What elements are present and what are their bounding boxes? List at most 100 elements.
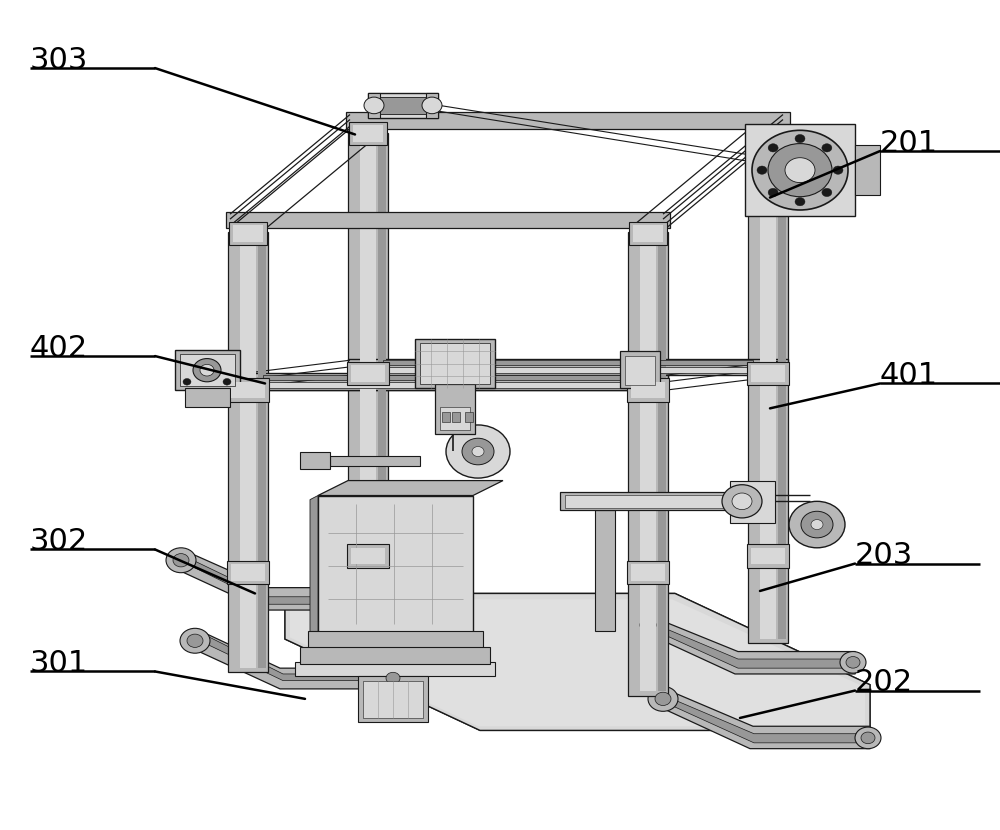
Circle shape	[422, 97, 442, 114]
Bar	[303, 656, 488, 674]
Circle shape	[801, 511, 833, 538]
Polygon shape	[652, 625, 850, 668]
Bar	[263, 382, 633, 388]
Bar	[360, 137, 376, 613]
Circle shape	[840, 652, 866, 673]
Bar	[348, 359, 788, 375]
Circle shape	[366, 588, 392, 610]
Text: 402: 402	[30, 334, 88, 363]
Circle shape	[768, 144, 832, 197]
Bar	[358, 676, 428, 722]
Circle shape	[187, 634, 203, 647]
Text: 303: 303	[30, 46, 88, 75]
Bar	[855, 145, 880, 195]
Bar	[351, 548, 385, 564]
Polygon shape	[188, 560, 376, 604]
Bar	[383, 360, 753, 365]
Bar	[175, 350, 240, 390]
Bar	[349, 122, 387, 145]
Bar	[415, 339, 495, 388]
Polygon shape	[175, 549, 385, 610]
Polygon shape	[346, 112, 790, 129]
Circle shape	[364, 97, 384, 114]
Bar	[229, 222, 267, 245]
Bar	[625, 356, 655, 385]
Circle shape	[648, 686, 678, 711]
Text: 401: 401	[880, 361, 938, 390]
Polygon shape	[290, 599, 865, 726]
Bar	[300, 452, 330, 469]
Bar	[748, 139, 788, 643]
Bar	[426, 93, 438, 118]
Polygon shape	[285, 593, 870, 730]
Circle shape	[372, 593, 386, 605]
Circle shape	[795, 134, 805, 143]
Bar	[627, 378, 669, 402]
Bar	[378, 137, 386, 613]
Circle shape	[846, 657, 860, 668]
Bar	[231, 382, 265, 398]
Circle shape	[200, 364, 214, 376]
Bar	[778, 144, 786, 639]
Bar	[745, 124, 855, 216]
Bar	[747, 544, 789, 568]
Bar	[300, 647, 490, 664]
Bar	[620, 351, 660, 388]
Circle shape	[785, 158, 815, 183]
Bar	[368, 93, 380, 118]
Text: 202: 202	[855, 668, 913, 697]
Circle shape	[768, 188, 778, 197]
Bar	[565, 495, 725, 508]
Bar	[751, 548, 785, 564]
Circle shape	[633, 613, 663, 637]
Bar	[627, 561, 669, 584]
Circle shape	[446, 425, 510, 478]
Bar	[227, 561, 269, 584]
Bar	[760, 144, 776, 639]
Polygon shape	[318, 481, 503, 496]
Bar	[631, 564, 665, 581]
Bar	[308, 631, 483, 657]
Bar	[348, 133, 388, 617]
Circle shape	[789, 501, 845, 548]
Bar	[753, 132, 783, 149]
Circle shape	[223, 378, 231, 385]
Circle shape	[472, 447, 484, 456]
Bar	[633, 225, 663, 242]
Bar	[228, 232, 268, 672]
Bar	[440, 407, 470, 430]
Bar	[318, 496, 473, 632]
Bar	[347, 362, 389, 385]
Bar	[227, 378, 269, 402]
Circle shape	[380, 667, 406, 689]
Circle shape	[732, 493, 752, 510]
Circle shape	[795, 198, 805, 206]
Circle shape	[193, 359, 221, 382]
Bar	[258, 237, 266, 668]
Bar	[465, 412, 473, 422]
Bar	[228, 374, 668, 390]
Polygon shape	[310, 496, 318, 637]
Polygon shape	[660, 689, 875, 749]
Bar	[442, 412, 450, 422]
Bar	[595, 510, 615, 631]
Bar	[295, 662, 495, 676]
Circle shape	[822, 188, 832, 197]
Circle shape	[655, 692, 671, 705]
Circle shape	[833, 166, 843, 174]
Bar	[185, 388, 230, 407]
Polygon shape	[668, 699, 864, 743]
Bar	[347, 544, 389, 568]
Circle shape	[462, 438, 494, 465]
Bar	[435, 384, 475, 434]
Bar	[231, 564, 265, 581]
Bar	[330, 457, 420, 466]
Text: 302: 302	[30, 527, 88, 556]
Text: 201: 201	[880, 129, 938, 158]
Circle shape	[752, 130, 848, 210]
Circle shape	[386, 672, 400, 684]
Bar	[560, 492, 730, 510]
Circle shape	[822, 144, 832, 152]
Bar	[380, 97, 426, 114]
Bar	[631, 382, 665, 398]
